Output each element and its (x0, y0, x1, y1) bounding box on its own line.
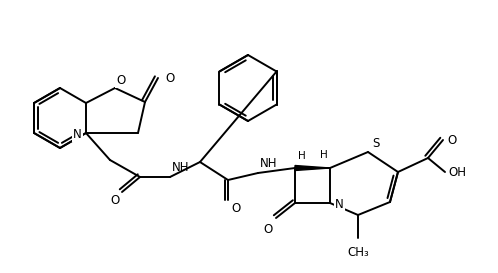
Text: CH₃: CH₃ (347, 246, 369, 259)
Text: S: S (372, 137, 379, 150)
Text: OH: OH (448, 167, 466, 180)
Text: O: O (447, 133, 456, 147)
Text: O: O (111, 194, 120, 207)
Polygon shape (295, 165, 330, 171)
Text: O: O (165, 72, 174, 85)
Text: H: H (298, 151, 306, 161)
Text: O: O (231, 202, 240, 215)
Text: N: N (73, 127, 82, 141)
Text: O: O (116, 74, 125, 87)
Text: NH: NH (172, 161, 190, 174)
Text: O: O (264, 223, 273, 236)
Text: NH: NH (260, 157, 277, 170)
Text: H: H (320, 150, 328, 160)
Text: N: N (335, 198, 344, 212)
